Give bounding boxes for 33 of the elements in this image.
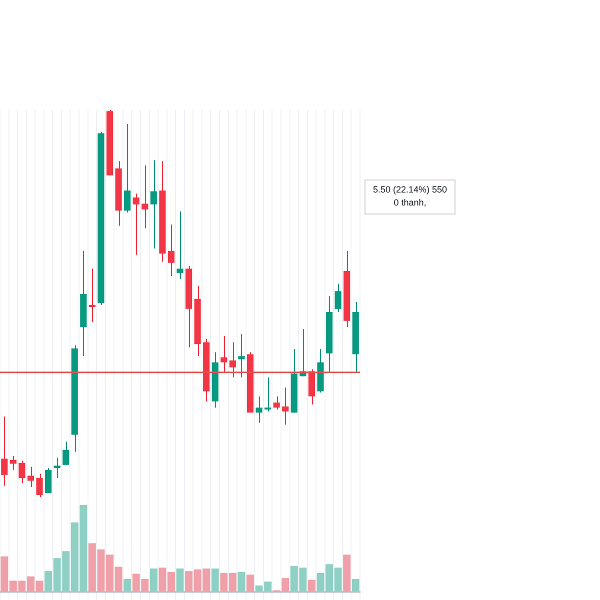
bar bbox=[352, 578, 360, 592]
candlestick bbox=[88, 268, 96, 323]
candlestick bbox=[142, 164, 148, 229]
candlestick bbox=[124, 123, 131, 214]
candlestick bbox=[168, 224, 175, 277]
bar bbox=[124, 578, 132, 592]
candlestick bbox=[229, 342, 236, 378]
text: 5.50 (22.14%) 550 bbox=[372, 184, 448, 194]
candlestick bbox=[45, 467, 52, 494]
candlestick bbox=[256, 396, 262, 424]
candlestick bbox=[18, 460, 26, 484]
candlestick bbox=[264, 376, 272, 412]
text: 0 thanh, bbox=[394, 197, 426, 208]
candlestick bbox=[62, 441, 70, 466]
candlestick bbox=[27, 466, 34, 488]
candlestick bbox=[282, 386, 289, 426]
candlestick bbox=[36, 473, 43, 498]
candlestick bbox=[1, 416, 8, 486]
bar bbox=[343, 554, 351, 592]
candlestick bbox=[220, 336, 228, 373]
candlestick bbox=[273, 396, 280, 410]
bar bbox=[246, 574, 254, 592]
bar bbox=[211, 568, 219, 592]
candlestick bbox=[54, 457, 60, 479]
candlestick bbox=[176, 210, 184, 280]
bar bbox=[176, 568, 184, 592]
candlestick bbox=[150, 160, 157, 250]
bar bbox=[308, 580, 316, 592]
candlestick bbox=[238, 334, 245, 378]
bar bbox=[150, 568, 158, 592]
candlestick bbox=[334, 283, 342, 313]
candlestick bbox=[132, 193, 140, 256]
bar bbox=[238, 572, 246, 592]
